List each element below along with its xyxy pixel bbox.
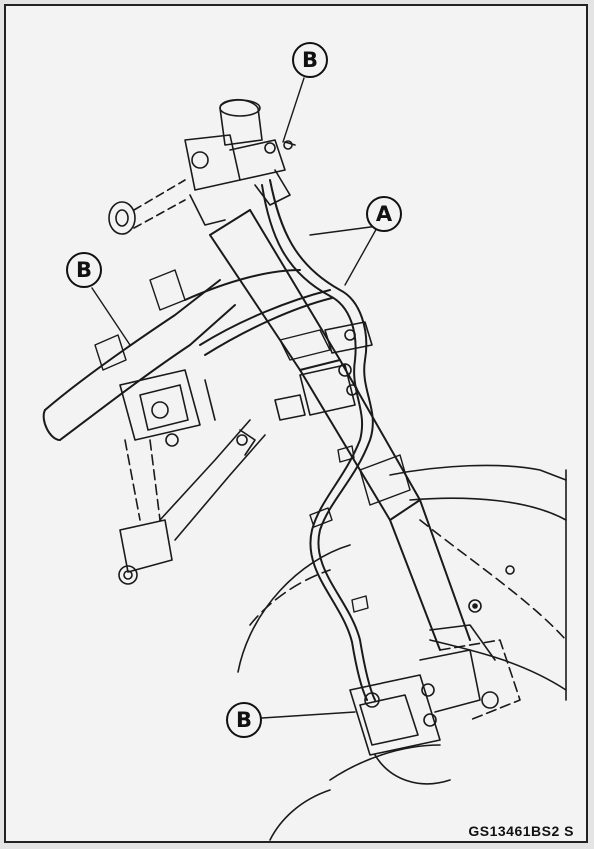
front-fender (237, 544, 441, 841)
callout-b-bottom: B (226, 702, 262, 738)
figure-frame (4, 4, 588, 843)
brake-hoses (184, 179, 376, 701)
left-caliper-assembly (118, 369, 266, 585)
callout-b-left: B (66, 252, 102, 288)
callout-a: A (366, 196, 402, 232)
handlebar (42, 269, 236, 441)
upper-master-cylinder (184, 98, 296, 226)
fork-tube (209, 209, 471, 651)
callout-leaders (91, 77, 379, 719)
fairing-outline (389, 464, 567, 701)
figure-code: GS13461BS2 S (468, 823, 574, 839)
lower-caliper (349, 624, 521, 785)
callout-b-top: B (292, 42, 328, 78)
reservoir-cup (108, 179, 186, 235)
